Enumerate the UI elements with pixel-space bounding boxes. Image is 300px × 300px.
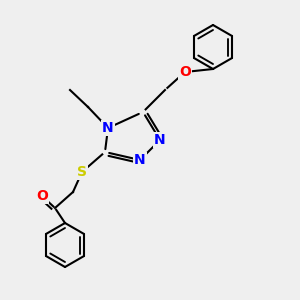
Text: O: O xyxy=(179,65,191,79)
Text: S: S xyxy=(77,165,87,179)
Text: N: N xyxy=(154,133,166,147)
Text: O: O xyxy=(36,189,48,203)
Text: N: N xyxy=(134,153,146,167)
Text: N: N xyxy=(102,121,114,135)
